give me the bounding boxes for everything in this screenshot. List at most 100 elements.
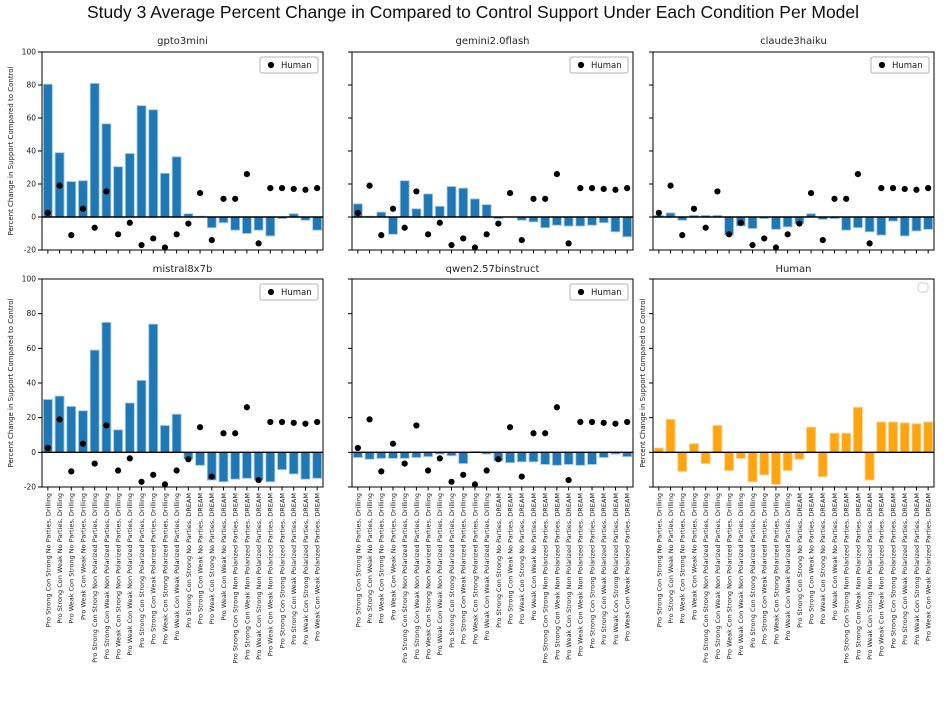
bar (829, 432, 840, 453)
human-dot (425, 467, 432, 474)
bar (888, 421, 898, 453)
bar (230, 451, 241, 480)
human-dot (115, 231, 122, 238)
x-tick-label: Pro Weak Con Weak Polarized Parties, DRE… (925, 493, 933, 641)
bar (610, 216, 621, 233)
x-tick-label: Pro Weak Con Strong No Parties, Drilling (378, 493, 386, 624)
legend-label: Human (281, 61, 312, 71)
bar (66, 181, 77, 218)
bar (312, 216, 323, 231)
bar (423, 193, 434, 218)
bar (388, 451, 398, 459)
bar (265, 216, 276, 237)
human-dot (138, 478, 145, 485)
legend-dot-icon (267, 61, 275, 69)
bar (587, 451, 597, 465)
human-dot (854, 171, 861, 178)
bar (159, 172, 170, 218)
bar (563, 216, 574, 227)
human-dot (79, 440, 87, 447)
human-dot (819, 237, 826, 244)
human-dot (173, 231, 180, 238)
bar (218, 451, 229, 483)
human-dot (196, 424, 204, 431)
human-dot (302, 186, 309, 193)
human-dot (530, 195, 537, 202)
legend-box (569, 283, 629, 301)
human-dot (243, 404, 250, 411)
bar (817, 451, 828, 478)
human-dot (401, 224, 408, 231)
x-tick-label: Pro Weak Con Weak Polarized Parties, Dri… (784, 493, 792, 641)
y-tick-label: 40 (26, 147, 36, 156)
bar (540, 451, 551, 465)
human-dot (196, 189, 204, 197)
x-tick-label: Pro Strong Con Strong Non Polarized Part… (542, 493, 550, 663)
x-tick-label: Pro Strong Con Weak Polarized Parties, D… (600, 493, 608, 645)
bar (241, 216, 252, 234)
y-tick-label: -20 (24, 483, 36, 492)
x-tick-label: Pro Strong Con Weak Polarized Parties, D… (901, 493, 909, 645)
human-dot (401, 460, 408, 467)
human-dot (553, 404, 560, 411)
x-tick-label: Pro Weak Con Weak Non Polarized Parties,… (267, 493, 275, 656)
bar (300, 451, 311, 480)
bar (665, 418, 676, 453)
bar (136, 105, 147, 218)
bar (587, 216, 597, 226)
x-tick-label: Pro Weak Con Weak No Parties, DREAM (220, 493, 228, 621)
human-dot (173, 467, 180, 474)
x-tick-label: Pro Weak Con Weak No Parties, Drilling (389, 493, 397, 620)
x-tick-label: Pro Weak Con Weak No Parties, DREAM (831, 493, 839, 621)
bar (388, 216, 398, 235)
bar (241, 451, 252, 479)
x-tick-label: Pro Weak Con Strong No Parties, Drilling (679, 493, 687, 624)
human-dot (612, 186, 619, 193)
bar (712, 425, 723, 453)
bar (806, 426, 817, 453)
human-dot (471, 244, 479, 251)
human-dot (624, 185, 631, 192)
bar (352, 451, 363, 458)
x-tick-label: Pro Weak Con Weak Polarized Parties, DRE… (624, 493, 632, 641)
bar (458, 451, 469, 465)
x-tick-label: Pro Weak Con Strong Polarized Parties, D… (913, 493, 921, 645)
x-tick-label: Pro Weak Con Strong No Parties, DREAM (208, 493, 216, 624)
x-tick-label: Pro Weak Con Strong Non Polarized Partie… (726, 493, 734, 659)
human-dot (518, 473, 525, 480)
human-dot (290, 185, 297, 193)
x-tick-label: Pro Strong Con Strong No Parties, Drilli… (44, 493, 52, 627)
y-tick-label: 80 (26, 81, 36, 90)
x-tick-label: Pro Strong Con Strong Polarized Parties,… (138, 493, 146, 648)
x-tick-label: Pro Weak Con Strong Polarized Parties, D… (302, 493, 310, 645)
x-tick-label: Pro Weak Con Weak Non Polarized Parties,… (577, 493, 585, 656)
human-dot (483, 467, 490, 474)
bar (864, 451, 875, 481)
bar (759, 451, 770, 476)
y-axis-label: Percent Change in Support Compared to Co… (7, 66, 15, 235)
bar (899, 422, 910, 453)
bar (700, 451, 711, 465)
bar (399, 451, 410, 459)
bar (911, 423, 922, 453)
legend-box-empty (917, 282, 929, 293)
x-tick-label: Pro Strong Con Weak Non Polarized Partie… (103, 493, 111, 659)
human-dot (679, 232, 686, 239)
bar (598, 216, 609, 224)
x-tick-label: Pro Weak Con Strong Polarized Parties, D… (161, 493, 169, 644)
bar (794, 451, 805, 460)
x-tick-label: Pro Weak Con Weak Non Polarized Parties,… (126, 493, 134, 656)
bar (575, 216, 586, 227)
human-dot (366, 182, 373, 189)
y-tick-label: 100 (22, 275, 37, 284)
y-tick-label: 40 (26, 379, 36, 388)
human-dot (255, 476, 262, 484)
human-dot (714, 188, 721, 195)
human-dot (600, 419, 607, 426)
y-tick-label: 60 (26, 344, 36, 353)
x-tick-label: Pro Strong Con Weak No Parties, DREAM (506, 493, 514, 624)
legend-box (569, 56, 629, 74)
x-tick-label: Pro Strong Con Strong Non Polarized Part… (843, 493, 851, 663)
x-tick-label: Pro Weak Con Weak Non Polarized Parties,… (436, 493, 444, 656)
bar (277, 451, 287, 471)
